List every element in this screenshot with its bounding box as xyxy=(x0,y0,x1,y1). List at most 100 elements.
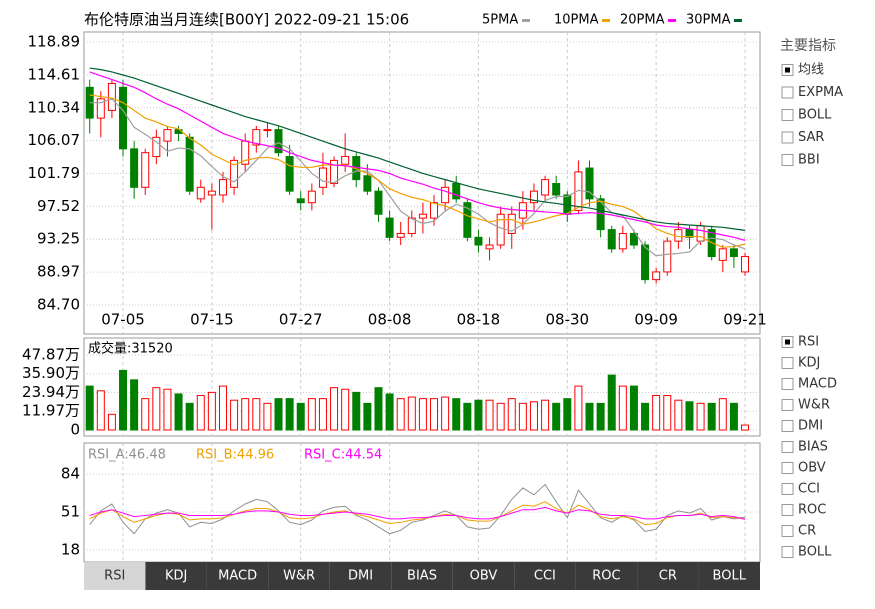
tab[interactable] xyxy=(206,562,269,590)
volume-bar xyxy=(563,398,572,431)
candle-body xyxy=(696,225,705,242)
candle-body xyxy=(407,217,416,234)
checkbox-label[interactable]: BBI xyxy=(798,153,820,168)
candle-body xyxy=(607,229,616,250)
volume-bar xyxy=(230,399,239,431)
checkbox-label[interactable]: DMI xyxy=(798,419,823,434)
checkbox[interactable] xyxy=(781,154,794,166)
checkbox-label[interactable]: OBV xyxy=(798,461,826,476)
tab-label[interactable]: OBV xyxy=(470,569,498,584)
x-tick-label: 07-27 xyxy=(279,311,323,329)
candle-body xyxy=(207,190,216,196)
candle-body xyxy=(529,190,538,204)
checkbox[interactable] xyxy=(781,357,794,369)
checkbox[interactable] xyxy=(781,504,794,516)
volume-bar xyxy=(363,402,372,431)
tab[interactable] xyxy=(698,562,760,590)
candle-body xyxy=(663,240,672,273)
y-tick-label: 18 xyxy=(61,540,80,558)
tab[interactable] xyxy=(391,562,453,590)
candle-body xyxy=(307,190,316,204)
checkbox[interactable] xyxy=(781,525,794,537)
tab[interactable] xyxy=(145,562,207,590)
candle-body xyxy=(363,175,372,192)
candle-body xyxy=(541,179,550,196)
volume-bar xyxy=(119,369,128,431)
tab[interactable] xyxy=(637,562,699,590)
candle-body xyxy=(330,159,339,184)
checkbox[interactable] xyxy=(781,109,794,121)
checkbox-label[interactable]: W&R xyxy=(798,398,830,413)
tab-label[interactable]: CCI xyxy=(534,569,556,584)
volume-bar xyxy=(374,387,383,431)
candle-body xyxy=(263,129,272,132)
checkbox[interactable] xyxy=(781,546,794,558)
tab[interactable] xyxy=(514,562,576,590)
y-tick-label: 97.52 xyxy=(37,197,80,215)
volume-bar xyxy=(141,398,150,431)
volume-bar xyxy=(396,398,405,431)
checkbox[interactable] xyxy=(781,462,794,474)
volume-bar xyxy=(541,399,550,431)
checkbox[interactable] xyxy=(781,378,794,390)
checkbox-label[interactable]: BOLL xyxy=(798,108,832,123)
tab[interactable] xyxy=(329,562,392,590)
checkbox-label[interactable]: KDJ xyxy=(798,356,820,371)
candle-body xyxy=(274,129,283,154)
ma-line xyxy=(89,67,746,231)
tab-label[interactable]: RSI xyxy=(104,569,125,584)
tab[interactable] xyxy=(84,562,146,590)
volume-bar xyxy=(107,413,116,431)
volume-bar xyxy=(341,388,350,431)
volume-bar xyxy=(607,374,616,431)
tab-label[interactable]: DMI xyxy=(348,569,373,584)
tab[interactable] xyxy=(575,562,638,590)
checkbox-label[interactable]: ROC xyxy=(798,503,826,518)
volume-bar xyxy=(85,385,94,431)
volume-panel xyxy=(83,337,761,437)
checkbox-label[interactable]: RSI xyxy=(798,335,819,350)
candle-body xyxy=(218,179,227,196)
candle-body xyxy=(96,98,105,119)
checkbox-label[interactable]: CCI xyxy=(798,482,820,497)
tab-label[interactable]: KDJ xyxy=(165,569,187,584)
volume-bar xyxy=(652,395,661,431)
checkbox[interactable] xyxy=(781,483,794,495)
rsi-line xyxy=(89,506,746,520)
tab-label[interactable]: MACD xyxy=(218,569,257,584)
volume-bar xyxy=(618,385,627,431)
checkbox-label[interactable]: CR xyxy=(798,524,816,539)
checkbox-label[interactable]: SAR xyxy=(798,130,824,145)
tab-label[interactable]: BOLL xyxy=(713,569,747,584)
tab-label[interactable]: ROC xyxy=(592,569,620,584)
checkbox[interactable] xyxy=(781,399,794,411)
checkbox-label[interactable]: EXPMA xyxy=(798,85,843,100)
checkbox-label[interactable]: MACD xyxy=(798,377,837,392)
volume-bar xyxy=(463,402,472,431)
x-tick-label: 07-15 xyxy=(190,311,234,329)
legend-label: 5PMA xyxy=(482,13,518,28)
checkbox[interactable] xyxy=(781,420,794,432)
candle-body xyxy=(296,198,305,204)
volume-bar xyxy=(741,424,750,431)
tab[interactable] xyxy=(452,562,515,590)
volume-bar xyxy=(174,393,183,431)
y-tick-label: 0 xyxy=(70,421,80,439)
volume-bar xyxy=(430,398,439,431)
candle-body xyxy=(396,232,405,238)
checkbox-label[interactable]: BIAS xyxy=(798,440,828,455)
volume-bar xyxy=(185,402,194,431)
candle-body xyxy=(474,236,483,246)
checkbox-label[interactable]: BOLL xyxy=(798,545,832,560)
volume-bar xyxy=(574,385,583,431)
tab-label[interactable]: CR xyxy=(659,569,677,584)
checkbox-label[interactable]: 均线 xyxy=(798,63,824,78)
checkbox[interactable] xyxy=(781,441,794,453)
rsi-panel xyxy=(83,442,761,563)
checkbox[interactable] xyxy=(781,131,794,144)
checkbox[interactable] xyxy=(781,86,794,99)
tab[interactable] xyxy=(268,562,330,590)
candle-body xyxy=(418,213,427,219)
tab-label[interactable]: BIAS xyxy=(407,569,437,584)
tab-label[interactable]: W&R xyxy=(283,569,315,584)
